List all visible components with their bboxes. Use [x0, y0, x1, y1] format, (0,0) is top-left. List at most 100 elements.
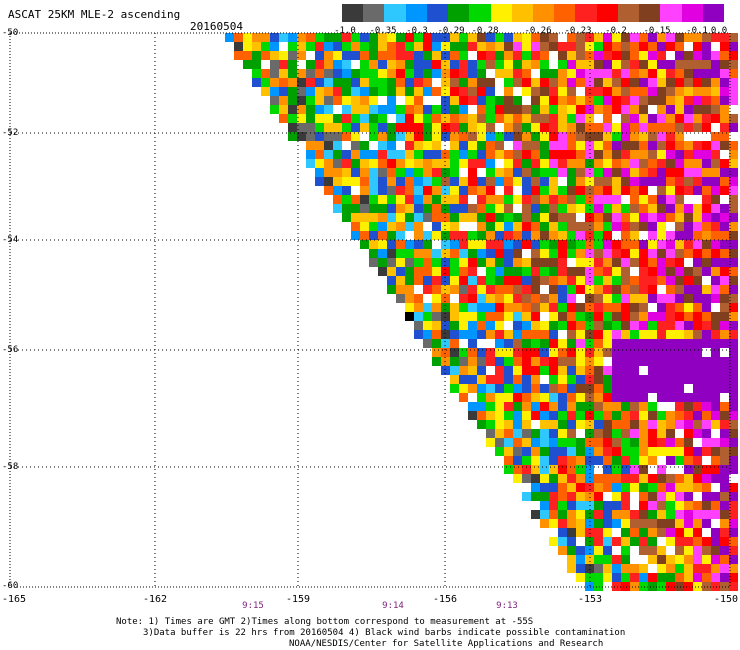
swath-cell [675, 60, 684, 69]
swath-cell [558, 105, 567, 114]
swath-cell [549, 303, 558, 312]
swath-cell [612, 483, 621, 492]
swath-cell [549, 78, 558, 87]
swath-cell [729, 258, 738, 267]
swath-cell [720, 132, 729, 141]
swath-cell [621, 366, 630, 375]
swath-cell [549, 420, 558, 429]
swath-cell [387, 123, 396, 132]
swath-cell [495, 177, 504, 186]
swath-cell [468, 231, 477, 240]
swath-cell [459, 294, 468, 303]
swath-cell [603, 222, 612, 231]
swath-cell [405, 123, 414, 132]
swath-cell [693, 258, 702, 267]
swath-cell [558, 474, 567, 483]
swath-cell [612, 186, 621, 195]
swath-cell [720, 186, 729, 195]
swath-cell [675, 537, 684, 546]
swath-cell [711, 411, 720, 420]
swath-cell [531, 474, 540, 483]
swath-cell [603, 123, 612, 132]
swath-cell [576, 348, 585, 357]
swath-cell [720, 312, 729, 321]
swath-cell [432, 105, 441, 114]
swath-cell [513, 60, 522, 69]
swath-cell [369, 168, 378, 177]
swath-cell [486, 168, 495, 177]
swath-cell [648, 168, 657, 177]
swath-cell [630, 375, 639, 384]
swath-cell [630, 555, 639, 564]
swath-cell [720, 510, 729, 519]
swath-cell [351, 69, 360, 78]
swath-cell [531, 33, 540, 42]
swath-cell [576, 438, 585, 447]
swath-cell [351, 213, 360, 222]
swath-cell [729, 87, 738, 96]
swath-cell [396, 132, 405, 141]
swath-cell [639, 411, 648, 420]
swath-cell [360, 177, 369, 186]
swath-cell [594, 321, 603, 330]
swath-cell [468, 204, 477, 213]
swath-cell [504, 177, 513, 186]
swath-cell [504, 60, 513, 69]
swath-cell [495, 123, 504, 132]
swath-cell [585, 339, 594, 348]
swath-cell [657, 573, 666, 582]
swath-cell [666, 78, 675, 87]
swath-cell [576, 78, 585, 87]
swath-cell [387, 204, 396, 213]
swath-cell [306, 60, 315, 69]
swath-cell [657, 537, 666, 546]
swath-cell [720, 357, 729, 366]
legend-swatch [426, 4, 449, 22]
swath-cell [531, 276, 540, 285]
swath-cell [522, 42, 531, 51]
swath-cell [450, 132, 459, 141]
swath-cell [639, 510, 648, 519]
swath-cell [495, 366, 504, 375]
swath-cell [702, 339, 711, 348]
swath-cell [342, 69, 351, 78]
swath-cell [693, 465, 702, 474]
swath-cell [711, 510, 720, 519]
swath-cell [522, 123, 531, 132]
swath-cell [630, 456, 639, 465]
swath-cell [576, 492, 585, 501]
swath-cell [576, 330, 585, 339]
swath-cell [603, 546, 612, 555]
swath-cell [630, 303, 639, 312]
swath-cell [711, 177, 720, 186]
swath-cell [531, 249, 540, 258]
swath-cell [666, 375, 675, 384]
swath-cell [711, 456, 720, 465]
swath-cell [315, 150, 324, 159]
swath-cell [702, 465, 711, 474]
swath-cell [549, 294, 558, 303]
swath-cell [702, 456, 711, 465]
swath-cell [378, 159, 387, 168]
swath-cell [711, 402, 720, 411]
swath-cell [594, 429, 603, 438]
swath-cell [594, 168, 603, 177]
swath-cell [315, 69, 324, 78]
swath-cell [648, 42, 657, 51]
swath-cell [522, 69, 531, 78]
swath-cell [639, 555, 648, 564]
swath-cell [720, 411, 729, 420]
swath-cell [666, 141, 675, 150]
swath-cell [333, 123, 342, 132]
swath-cell [459, 78, 468, 87]
swath-cell [486, 132, 495, 141]
swath-cell [558, 465, 567, 474]
swath-cell [450, 213, 459, 222]
swath-cell [684, 537, 693, 546]
swath-cell [459, 357, 468, 366]
swath-cell [432, 177, 441, 186]
swath-cell [648, 411, 657, 420]
swath-cell [711, 105, 720, 114]
swath-cell [477, 285, 486, 294]
swath-cell [612, 420, 621, 429]
